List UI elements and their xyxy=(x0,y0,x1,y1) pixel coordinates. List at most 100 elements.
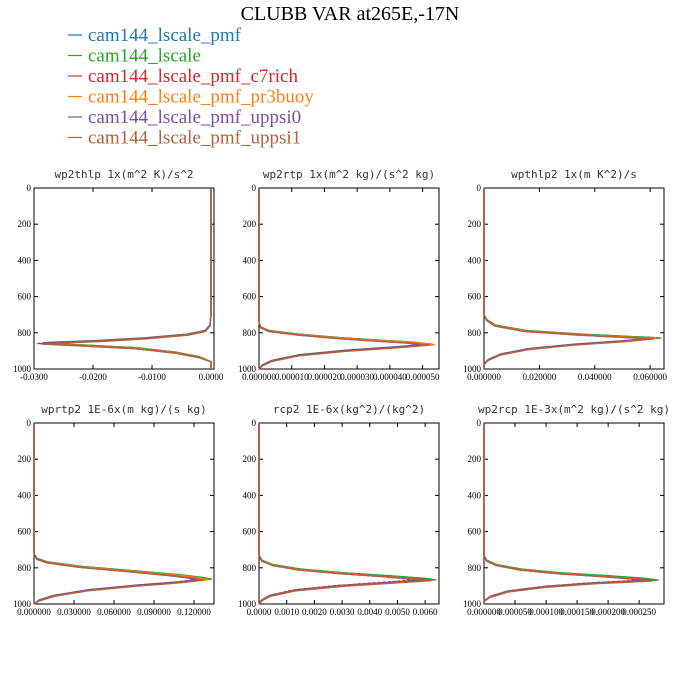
panel-title: wprtp2 1E-6x(m kg)/(s kg) xyxy=(41,403,207,416)
y-tick-label: 1000 xyxy=(463,599,482,609)
x-tick-label: -0.0100 xyxy=(138,372,166,382)
legend-entry: cam144_lscale_pmf_c7rich xyxy=(88,66,298,87)
chart-panel: wprtp2 1E-6x(m kg)/(s kg) 0 200 400 600 800 10… xyxy=(13,403,215,617)
legend-entry: cam144_lscale_pmf_pr3buoy xyxy=(88,87,314,108)
chart-panel: wp2rcp 1E-3x(m^2 kg)/(s^2 kg) 0 200 400 600 8… xyxy=(463,403,670,617)
y-tick-label: 1000 xyxy=(13,364,32,374)
y-tick-label: 600 xyxy=(243,527,257,537)
chart-panel: rcp2 1E-6x(kg^2)/(kg^2) 0 200 400 600 800 1000… xyxy=(238,403,440,617)
panel-title: rcp2 1E-6x(kg^2)/(kg^2) xyxy=(273,403,425,416)
y-tick-label: 600 xyxy=(468,292,482,302)
y-tick-label: 800 xyxy=(468,563,482,573)
x-tick-label: 0.020000 xyxy=(523,372,557,382)
x-tick-label: 0.0020 xyxy=(302,607,327,617)
chart-panel: wpthlp2 1x(m K^2)/s 0 200 400 600 800 10000.00… xyxy=(463,168,668,382)
y-tick-label: 400 xyxy=(243,490,257,500)
series-line-cam144_lscale_pmf_uppsi1 xyxy=(258,423,432,605)
legend-entry: cam144_lscale_pmf_uppsi0 xyxy=(88,107,301,128)
y-tick-label: 200 xyxy=(18,454,32,464)
y-tick-label: 200 xyxy=(243,219,257,229)
y-tick-label: 600 xyxy=(18,527,32,537)
chart-panel: wp2rtp 1x(m^2 kg)/(s^2 kg) 0 200 400 600 800 1… xyxy=(238,168,440,382)
y-tick-label: 1000 xyxy=(238,364,257,374)
x-tick-label: 0.000020 xyxy=(308,372,342,382)
x-tick-label: 0.0010 xyxy=(274,607,299,617)
y-tick-label: 200 xyxy=(243,454,257,464)
x-tick-label: 0.0000 xyxy=(247,607,272,617)
x-tick-label: 0.030000 xyxy=(57,607,91,617)
series-line-cam144_lscale xyxy=(483,188,662,369)
legend: cam144_lscale_pmfcam144_lscalecam144_lsc… xyxy=(68,25,314,149)
plot-frame xyxy=(483,187,665,370)
x-tick-label: 0.000100 xyxy=(529,607,563,617)
x-tick-label: 0.000030 xyxy=(340,372,374,382)
x-tick-label: 0.000000 xyxy=(242,372,276,382)
y-tick-label: 600 xyxy=(468,527,482,537)
x-tick-label: 0.120000 xyxy=(177,607,211,617)
x-tick-label: 0.000010 xyxy=(275,372,309,382)
x-tick-label: 0.000200 xyxy=(591,607,625,617)
y-tick-label: 400 xyxy=(243,255,257,265)
figure-title: CLUBB VAR at265E,-17N xyxy=(241,3,460,25)
y-tick-label: 400 xyxy=(468,490,482,500)
legend-entry: cam144_lscale_pmf_uppsi1 xyxy=(88,128,301,149)
series-line-cam144_lscale_pmf_c7rich xyxy=(37,188,212,369)
panel-title: wp2rtp 1x(m^2 kg)/(s^2 kg) xyxy=(263,168,435,181)
x-tick-label: 0.0000 xyxy=(199,372,224,382)
x-tick-label: 0.000000 xyxy=(17,607,51,617)
series-line-cam144_lscale_pmf_uppsi0 xyxy=(42,188,212,369)
x-tick-label: 0.040000 xyxy=(578,372,612,382)
y-tick-label: 0 xyxy=(252,418,257,428)
series-line-cam144_lscale_pmf_uppsi0 xyxy=(33,423,197,605)
series-line-cam144_lscale_pmf_uppsi1 xyxy=(43,188,212,369)
y-tick-label: 0 xyxy=(27,418,32,428)
x-tick-label: 0.0030 xyxy=(330,607,355,617)
series-line-cam144_lscale_pmf_pr3buoy xyxy=(258,188,435,370)
panel-title: wpthlp2 1x(m K^2)/s xyxy=(511,168,637,181)
series-line-cam144_lscale_pmf_uppsi1 xyxy=(483,188,655,369)
x-tick-label: 0.000150 xyxy=(560,607,594,617)
x-tick-label: 0.000250 xyxy=(622,607,656,617)
series-line-cam144_lscale xyxy=(258,423,437,605)
x-tick-label: 0.000040 xyxy=(373,372,407,382)
series-line-cam144_lscale_pmf_uppsi1 xyxy=(33,423,204,605)
x-tick-label: 0.000000 xyxy=(467,607,501,617)
y-tick-label: 400 xyxy=(18,490,32,500)
x-tick-label: -0.0200 xyxy=(79,372,107,382)
y-tick-label: 0 xyxy=(27,183,32,193)
x-tick-label: 0.060000 xyxy=(97,607,131,617)
y-tick-label: 800 xyxy=(18,563,32,573)
panels: wp2thlp 1x(m^2 K)/s^202004006008001000-0… xyxy=(13,168,670,617)
y-tick-label: 600 xyxy=(18,292,32,302)
y-tick-label: 1000 xyxy=(238,599,257,609)
y-tick-label: 200 xyxy=(468,454,482,464)
y-tick-label: 400 xyxy=(18,255,32,265)
x-tick-label: 0.000050 xyxy=(406,372,440,382)
x-tick-label: 0.0060 xyxy=(413,607,438,617)
y-tick-label: 800 xyxy=(243,328,257,338)
y-tick-label: 400 xyxy=(468,255,482,265)
plot-frame xyxy=(33,187,215,370)
y-tick-label: 800 xyxy=(243,563,257,573)
chart-panel: wp2thlp 1x(m^2 K)/s^202004006008001000-0… xyxy=(13,168,224,382)
y-tick-label: 200 xyxy=(18,219,32,229)
y-tick-label: 1000 xyxy=(13,599,32,609)
legend-entry: cam144_lscale_pmf xyxy=(88,25,242,46)
series-line-cam144_lscale xyxy=(483,423,659,604)
y-tick-label: 200 xyxy=(468,219,482,229)
y-tick-label: 800 xyxy=(18,328,32,338)
series-line-cam144_lscale_pmf_uppsi1 xyxy=(483,423,653,604)
x-tick-label: 0.0040 xyxy=(357,607,382,617)
y-tick-label: 0 xyxy=(477,183,482,193)
x-tick-label: 0.000050 xyxy=(498,607,532,617)
y-tick-label: 600 xyxy=(243,292,257,302)
y-tick-label: 800 xyxy=(468,328,482,338)
x-tick-label: -0.0300 xyxy=(20,372,48,382)
y-tick-label: 0 xyxy=(477,418,482,428)
plot-frame xyxy=(483,422,665,605)
panel-title: wp2thlp 1x(m^2 K)/s^2 xyxy=(54,168,193,181)
panel-title: wp2rcp 1E-3x(m^2 kg)/(s^2 kg) xyxy=(478,403,670,416)
y-tick-label: 0 xyxy=(252,183,257,193)
x-tick-label: 0.000000 xyxy=(467,372,501,382)
